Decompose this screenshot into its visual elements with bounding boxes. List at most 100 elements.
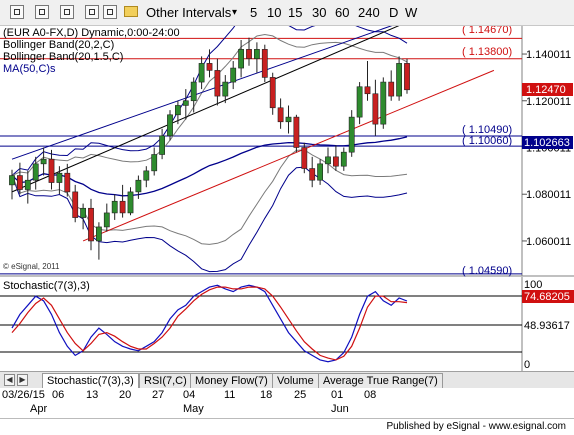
interval-15[interactable]: 15 xyxy=(288,5,303,20)
day-label: 13 xyxy=(86,389,99,401)
stoch-mid-label: 48.93617 xyxy=(524,320,570,332)
candle-body xyxy=(40,158,47,165)
refresh-icon[interactable] xyxy=(85,5,99,19)
zoom-in-icon[interactable] xyxy=(35,5,49,19)
stoch-series-d xyxy=(11,286,408,361)
interval-10[interactable]: 10 xyxy=(267,5,282,20)
candle-body xyxy=(269,77,276,109)
candle-body xyxy=(317,163,323,181)
day-label: 20 xyxy=(119,389,132,401)
tab-average-true-range[interactable]: Average True Range(7) xyxy=(318,373,443,388)
candle-body xyxy=(9,175,15,186)
candle-body xyxy=(135,179,142,193)
stoch-top-label: 100 xyxy=(524,279,542,291)
candle-body xyxy=(285,116,292,123)
candle-body xyxy=(32,163,39,181)
candle-body xyxy=(261,49,268,78)
publisher-text: Published by eSignal - www.esignal.com xyxy=(386,421,566,432)
tab-money-flow[interactable]: Money Flow(7) xyxy=(190,373,273,388)
candle-body xyxy=(396,63,402,97)
candle-body xyxy=(254,49,260,60)
last-price-value: 1.12470 xyxy=(526,84,566,96)
interval-60[interactable]: 60 xyxy=(335,5,350,20)
tab-scroll-left-icon[interactable]: ◀ xyxy=(4,374,15,386)
settings-icon[interactable] xyxy=(103,5,117,19)
price-tick-label: 1.060011 xyxy=(526,236,571,248)
day-label: 27 xyxy=(152,389,165,401)
candles xyxy=(9,37,410,260)
candle-body xyxy=(356,86,363,118)
day-label: 18 xyxy=(260,389,273,401)
interval-dropdown[interactable]: Other Intervals xyxy=(146,5,232,20)
tab-rsi[interactable]: RSI(7,C) xyxy=(139,373,192,388)
blue-price-value: 1.102663 xyxy=(524,137,570,149)
first-date-label: 03/26/15 xyxy=(2,389,45,401)
bollinger-label-2: Bollinger Band(20,1.5,C) xyxy=(3,51,123,63)
candle-body xyxy=(222,81,229,97)
candle-body xyxy=(167,114,173,137)
level-label-3: ( 1.10490) xyxy=(462,124,512,136)
day-label: 11 xyxy=(224,389,236,401)
candle-body xyxy=(182,100,189,106)
candle-body xyxy=(111,200,118,214)
stoch-value-tag xyxy=(522,290,574,303)
candle-body xyxy=(293,116,300,148)
candle-body xyxy=(64,172,71,193)
stoch-bottom-label: 0 xyxy=(524,359,530,371)
indicator-tabs: ◀ ▶ Stochastic(7(3),3) RSI(7,C) Money Fl… xyxy=(0,371,574,388)
candle-body xyxy=(372,93,379,125)
print-icon[interactable] xyxy=(10,5,24,19)
candle-body xyxy=(404,63,410,91)
candle-body xyxy=(143,170,150,181)
candle-body xyxy=(127,191,134,214)
trendline-red xyxy=(82,69,495,242)
watermark: © eSignal, 2011 xyxy=(3,262,60,271)
trendline-blue xyxy=(11,26,393,160)
candle-body xyxy=(206,63,213,71)
interval-30[interactable]: 30 xyxy=(312,5,327,20)
interval-5[interactable]: 5 xyxy=(250,5,258,20)
candle-body xyxy=(80,207,86,218)
candle-body xyxy=(159,135,165,155)
candle-body xyxy=(380,81,387,125)
day-label: 04 xyxy=(183,389,196,401)
level-label-5: ( 1.04590) xyxy=(462,265,512,277)
tab-volume[interactable]: Volume xyxy=(272,373,319,388)
price-tick-label: 1.140011 xyxy=(526,49,571,61)
folder-icon[interactable] xyxy=(124,6,138,17)
bollinger-label-1: Bollinger Band(20,2,C) xyxy=(3,39,114,51)
toolbar: Other Intervals ▾ 5 10 15 30 60 240 D W xyxy=(0,0,574,26)
candle-body xyxy=(388,81,395,97)
candle-body xyxy=(24,179,31,190)
month-label-jun: Jun xyxy=(331,403,349,415)
interval-240[interactable]: 240 xyxy=(358,5,380,20)
level-label-1: ( 1.14670) xyxy=(462,26,512,36)
x-axis: 03/26/15 06 13 20 27 04 11 18 25 01 08 A… xyxy=(0,388,574,418)
tab-scroll-right-icon[interactable]: ▶ xyxy=(17,374,28,386)
candle-body xyxy=(214,70,221,97)
candle-body xyxy=(246,49,252,60)
interval-w[interactable]: W xyxy=(405,5,418,20)
dropdown-arrow-icon[interactable]: ▾ xyxy=(232,7,238,18)
candle-body xyxy=(277,107,284,123)
interval-d[interactable]: D xyxy=(389,5,399,20)
ma-label: MA(50,C)s xyxy=(3,63,56,75)
zoom-out-icon[interactable] xyxy=(60,5,74,19)
candle-body xyxy=(332,156,339,167)
level-label-2: ( 1.13800) xyxy=(462,46,512,58)
chart-area[interactable]: 1.0600111.0800111.1000111.1200111.140011… xyxy=(0,26,574,371)
candle-body xyxy=(238,49,244,69)
last-price-tag xyxy=(522,83,573,96)
tab-stochastic[interactable]: Stochastic(7(3),3) xyxy=(42,373,139,388)
stochastic-lines xyxy=(11,284,408,363)
candle-body xyxy=(151,154,158,172)
candle-body xyxy=(309,168,316,181)
price-tick-label: 1.080011 xyxy=(526,189,571,201)
stoch-value: 74.68205 xyxy=(524,291,570,303)
candle-body xyxy=(301,147,308,169)
blue-price-tag xyxy=(522,136,573,149)
candle-body xyxy=(325,156,331,165)
candle-body xyxy=(198,63,205,83)
candle-body xyxy=(96,226,102,242)
